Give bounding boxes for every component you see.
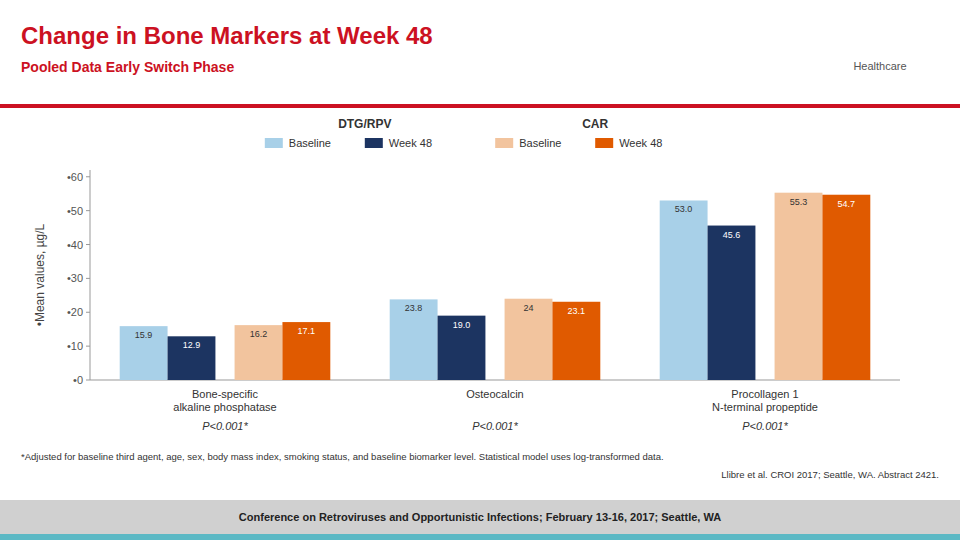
legend-swatch (265, 138, 283, 148)
data-label: 55.3 (790, 197, 808, 207)
bar (168, 336, 216, 380)
x-tick-label: Procollagen 1N-terminal propeptide (712, 388, 818, 413)
y-tick-label: •20 (67, 306, 83, 318)
bar (822, 195, 870, 380)
bar (438, 316, 486, 380)
y-tick-label: •0 (73, 374, 83, 386)
legend-group-title: CAR (582, 117, 608, 131)
subtitle: Pooled Data Early Switch Phase (21, 59, 234, 75)
footnote: *Adjusted for baseline third agent, age,… (21, 451, 664, 462)
data-label: 12.9 (183, 340, 201, 350)
y-tick (86, 312, 90, 313)
y-tick-label: •10 (67, 340, 83, 352)
bars (120, 193, 871, 380)
y-tick (86, 278, 90, 279)
data-label: 54.7 (838, 199, 856, 209)
legend-label: Baseline (519, 137, 561, 149)
data-label: 15.9 (135, 330, 153, 340)
chart: Change in Bone Markers at Week 48 Pooled … (0, 0, 960, 540)
footer: Conference on Retroviruses and Opportuni… (239, 511, 721, 523)
p-value: P<0.001* (472, 420, 518, 432)
title: Change in Bone Markers at Week 48 (21, 22, 433, 49)
bar (708, 226, 756, 380)
bar (505, 299, 553, 380)
bar (552, 302, 600, 380)
bar (390, 299, 438, 380)
y-tick-label: •40 (67, 239, 83, 251)
legend-label: Week 48 (389, 137, 432, 149)
y-tick (86, 244, 90, 245)
bar (282, 322, 330, 380)
x-tick-label: Osteocalcin (466, 388, 523, 400)
y-tick-label: •50 (67, 205, 83, 217)
data-labels: 15.9 23.8 53.0 12.9 19.0 45.6 16.2 24 55.3 17.1 23… (135, 197, 855, 351)
bar (235, 325, 283, 380)
y-axis-line (90, 170, 91, 380)
axes: •0 •10 •20 •30 •40 •50 •60 •Mean values, µg/L Bo… (33, 170, 900, 432)
footnote: Llibre et al. CROI 2017; Seattle, WA. Ab… (721, 469, 939, 480)
p-value: P<0.001* (742, 420, 788, 432)
x-tick-label: Bone-specificalkaline phosphatase (173, 388, 276, 413)
y-tick (86, 346, 90, 347)
bar (660, 200, 708, 380)
p-value: P<0.001* (202, 420, 248, 432)
bar (775, 193, 823, 380)
footer-band (0, 500, 960, 540)
logo-text: Healthcare (853, 60, 906, 72)
y-tick-label: •60 (67, 171, 83, 183)
y-tick-label: •30 (67, 272, 83, 284)
footer-strip (0, 534, 960, 540)
y-axis-label: •Mean values, µg/L (33, 223, 47, 326)
y-tick (86, 210, 90, 211)
data-label: 24 (523, 303, 533, 313)
data-label: 16.2 (250, 329, 268, 339)
data-label: 17.1 (298, 326, 316, 336)
y-tick (86, 380, 90, 381)
legend: DTG/RPV Baseline Week 48 CAR Baseline Week 48 (265, 117, 663, 149)
data-label: 23.8 (405, 303, 423, 313)
legend-swatch (595, 138, 613, 148)
separator (0, 104, 960, 108)
bar (120, 326, 168, 380)
legend-swatch (495, 138, 513, 148)
y-tick (86, 176, 90, 177)
legend-label: Baseline (289, 137, 331, 149)
data-label: 19.0 (453, 320, 471, 330)
legend-group-title: DTG/RPV (338, 117, 391, 131)
legend-swatch (365, 138, 383, 148)
background (0, 0, 960, 540)
data-label: 45.6 (723, 230, 741, 240)
data-label: 53.0 (675, 204, 693, 214)
data-label: 23.1 (568, 306, 586, 316)
legend-label: Week 48 (619, 137, 662, 149)
